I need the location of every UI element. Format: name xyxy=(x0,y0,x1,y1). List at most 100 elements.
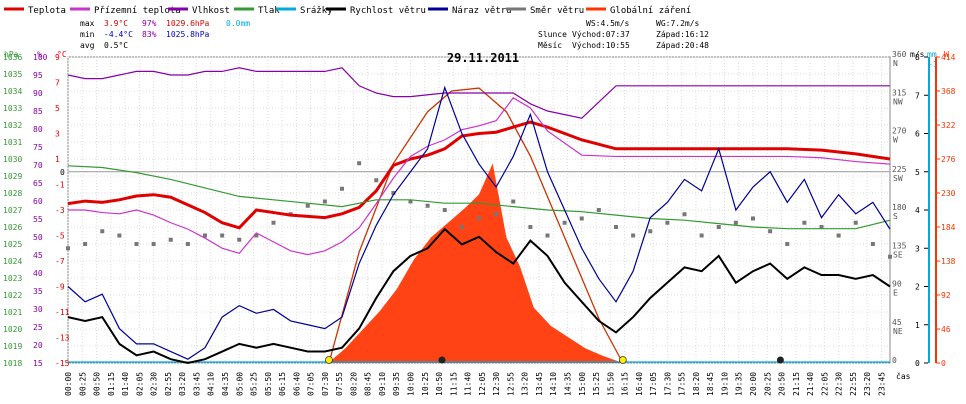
x-tick-label: 20:25 xyxy=(763,372,772,396)
chart-date-title: 29.11.2011 xyxy=(447,51,519,65)
y-tick-hpa: 1029 xyxy=(3,172,22,181)
x-tick-label: 11:40 xyxy=(464,372,473,396)
stats-max-temp: 3.9°C xyxy=(104,19,128,28)
legend-item-teplota[interactable]: Teplota xyxy=(4,6,66,16)
x-tick-label: 12:30 xyxy=(492,372,501,396)
x-tick-label: 06:40 xyxy=(292,372,301,396)
x-tick-label: 21:15 xyxy=(792,372,801,396)
wind-direction-point xyxy=(528,225,533,229)
wind-direction-point xyxy=(768,229,773,234)
y-tick-hpa: 1027 xyxy=(3,206,22,215)
wind-direction-point xyxy=(442,208,447,212)
y-tick-degc: -9 xyxy=(55,283,65,292)
wind-direction-point xyxy=(203,233,207,238)
legend-item-naraz-vetru[interactable]: Náraz větru xyxy=(428,6,512,16)
wind-direction-point xyxy=(185,242,190,246)
y-tick-dir-name: NW xyxy=(893,97,903,106)
wind-direction-point xyxy=(511,199,516,204)
x-tick-label: 01:40 xyxy=(121,372,130,396)
y-tick-pct: 75 xyxy=(33,143,43,152)
y-tick-hpa: 1021 xyxy=(3,308,22,317)
y-tick-w: 322 xyxy=(941,121,956,130)
y-tick-dir-name: W xyxy=(893,136,898,145)
y-tick-degc: -11 xyxy=(55,308,70,317)
wind-speed-info: WS:4.5m/s xyxy=(586,19,630,28)
wind-direction-point xyxy=(477,216,481,221)
x-tick-label: 02:05 xyxy=(135,372,144,396)
wind-direction-point xyxy=(425,203,430,208)
wind-gust-info: WG:7.2m/s xyxy=(656,19,700,28)
wind-direction-point xyxy=(322,199,327,204)
x-tick-label: 19:10 xyxy=(720,372,729,396)
y-tick-dir: 270 xyxy=(892,127,907,136)
y-tick-pct: 80 xyxy=(33,125,43,134)
y-tick-w: 276 xyxy=(941,155,956,164)
x-tick-label: 14:35 xyxy=(563,372,572,396)
x-tick-label: 03:20 xyxy=(178,372,187,396)
wind-direction-point xyxy=(220,233,225,238)
series-line-vlhkost xyxy=(67,67,890,119)
x-tick-label: 02:30 xyxy=(150,372,159,396)
y-tick-hpa: 1018 xyxy=(3,359,22,368)
y-tick-hpa: 1024 xyxy=(3,257,22,266)
y-tick-w: 230 xyxy=(941,189,956,198)
x-tick-label: 03:45 xyxy=(192,372,201,396)
y-tick-pct: 65 xyxy=(33,179,43,188)
y-tick-hpa: 1028 xyxy=(3,189,22,198)
x-tick-label: 12:55 xyxy=(506,372,515,396)
legend-label: Přízemní teplota xyxy=(94,6,181,16)
y-tick-pct: 90 xyxy=(33,89,43,98)
legend-item-tlak[interactable]: Tlak xyxy=(234,6,280,16)
x-tick-label: 05:25 xyxy=(250,372,259,396)
x-tick-label: 11:15 xyxy=(449,372,458,396)
x-tick-label: 10:50 xyxy=(435,372,444,396)
wind-direction-point xyxy=(648,229,653,234)
x-tick-label: 12:05 xyxy=(478,372,487,396)
x-tick-label: 16:40 xyxy=(635,372,644,396)
y-tick-hpa: 1033 xyxy=(3,104,22,113)
x-tick-label: 07:05 xyxy=(307,372,316,396)
wind-direction-point xyxy=(562,220,567,225)
y-tick-hpa: 1030 xyxy=(3,155,22,164)
legend-item-srazky[interactable]: Srážky xyxy=(276,6,333,16)
legend-item-rychlost-vetru[interactable]: Rychlost větru xyxy=(326,6,426,16)
x-tick-label: 17:30 xyxy=(663,372,672,396)
y-tick-dir: 180 xyxy=(892,203,907,212)
moon-label: Měsíc xyxy=(538,41,562,50)
wind-direction-point xyxy=(682,212,687,217)
x-tick-label: 09:35 xyxy=(392,372,401,396)
y-tick-pct: 45 xyxy=(33,251,43,260)
legend-label: Globální záření xyxy=(610,6,691,16)
y-tick-dir-name: E xyxy=(893,289,898,298)
legend-item-vlhkost[interactable]: Vlhkost xyxy=(168,6,230,16)
stats-max-hum: 97% xyxy=(142,19,157,28)
sun-marker xyxy=(618,356,627,364)
y-tick-ms: 5 xyxy=(915,168,920,177)
y-tick-ms: 0 xyxy=(915,359,920,368)
legend-item-prizemni-teplota[interactable]: Přízemní teplota xyxy=(70,6,181,16)
moon-rise: Východ:10:55 xyxy=(572,41,630,50)
legend-item-globalni-zareni[interactable]: Globální záření xyxy=(586,6,691,16)
x-tick-label: 15:50 xyxy=(606,372,615,396)
x-tick-label: 04:10 xyxy=(207,372,216,396)
y-tick-degc: -7 xyxy=(55,257,65,266)
y-tick-pct: 15 xyxy=(33,359,43,368)
y-tick-hpa: 1036 xyxy=(3,53,22,62)
y-tick-labels: 0101810191020102110221023102410251026102… xyxy=(3,50,956,368)
legend-item-smer-vetru[interactable]: Směr větru xyxy=(506,6,584,16)
y-tick-hpa: 1034 xyxy=(3,87,22,96)
radiation-series xyxy=(328,87,624,364)
stats-min-label: min xyxy=(80,30,95,39)
unit-mm-value: -1 xyxy=(928,60,938,69)
stats-max-label: max xyxy=(80,19,95,28)
radiation-area xyxy=(328,163,623,363)
x-tick-label: 08:20 xyxy=(349,372,358,396)
line-series xyxy=(67,67,891,365)
y-tick-degc: -1 xyxy=(55,181,65,190)
y-tick-ms: 6 xyxy=(915,130,920,139)
wind-direction-point xyxy=(237,237,242,242)
series-line-teplota xyxy=(67,120,891,230)
x-tick-label: 22:55 xyxy=(849,372,858,396)
x-tick-label: 23:20 xyxy=(863,372,872,396)
unit-degc: °C xyxy=(57,50,67,59)
